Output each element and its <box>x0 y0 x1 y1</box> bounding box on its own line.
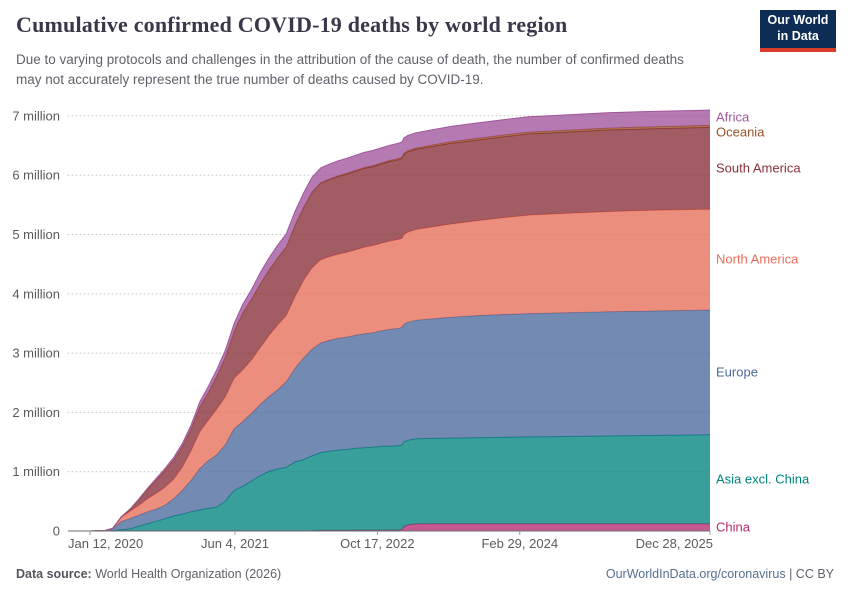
owid-link[interactable]: OurWorldInData.org/coronavirus <box>605 567 786 581</box>
area-north-america[interactable] <box>90 209 710 531</box>
footer-separator: | <box>789 567 793 581</box>
y-axis-tick-label: 5 million <box>12 227 60 242</box>
y-axis-tick-label: 1 million <box>12 464 60 479</box>
chart-title: Cumulative confirmed COVID-19 deaths by … <box>16 12 568 37</box>
area-europe[interactable] <box>90 310 710 531</box>
data-source-label: Data source: <box>16 567 92 581</box>
x-axis-tick-label: Oct 17, 2022 <box>340 536 414 551</box>
owid-logo-text: Our World in Data <box>760 10 836 48</box>
footer-credits: OurWorldInData.org/coronavirus | CC BY <box>606 567 834 581</box>
x-axis-tick-label: Jan 12, 2020 <box>68 536 143 551</box>
series-label-africa[interactable]: Africa <box>716 110 750 125</box>
chart-footer: Data source: World Health Organization (… <box>16 567 834 581</box>
area-asia-excl-china[interactable] <box>90 434 710 531</box>
series-label-asia-excl-china[interactable]: Asia excl. China <box>716 471 810 486</box>
data-source-value: World Health Organization (2026) <box>95 567 282 581</box>
series-label-north-america[interactable]: North America <box>716 252 799 267</box>
series-label-china[interactable]: China <box>716 519 751 534</box>
y-axis-tick-label: 2 million <box>12 405 60 420</box>
series-label-south-america[interactable]: South America <box>716 160 801 175</box>
owid-logo-line2: in Data <box>777 29 819 43</box>
series-label-europe[interactable]: Europe <box>716 364 758 379</box>
chart-canvas[interactable]: 0 1 million 2 million 3 million 4 million 5 m… <box>0 100 850 560</box>
y-axis-tick-label: 0 <box>53 524 60 539</box>
x-axis-tick-label: Jun 4, 2021 <box>201 536 269 551</box>
x-axis-tick-label: Feb 29, 2024 <box>481 536 558 551</box>
y-axis-tick-label: 3 million <box>12 346 60 361</box>
y-axis-tick-label: 7 million <box>12 108 60 123</box>
area-china[interactable] <box>90 523 710 531</box>
y-axis-tick-label: 6 million <box>12 168 60 183</box>
area-south-america[interactable] <box>90 127 710 532</box>
license-badge: CC BY <box>795 567 834 581</box>
x-axis-tick-label: Dec 28, 2025 <box>636 536 713 551</box>
logo-accent-bar <box>760 48 836 52</box>
chart-subtitle: Due to varying protocols and challenges … <box>16 52 684 87</box>
area-top-line-africa <box>89 109 711 532</box>
series-label-oceania[interactable]: Oceania <box>716 125 765 140</box>
data-source: Data source: World Health Organization (… <box>16 567 281 581</box>
owid-logo-line1: Our World <box>767 13 829 28</box>
y-axis-tick-label: 4 million <box>12 286 60 301</box>
owid-logo[interactable]: Our World in Data <box>760 10 836 52</box>
